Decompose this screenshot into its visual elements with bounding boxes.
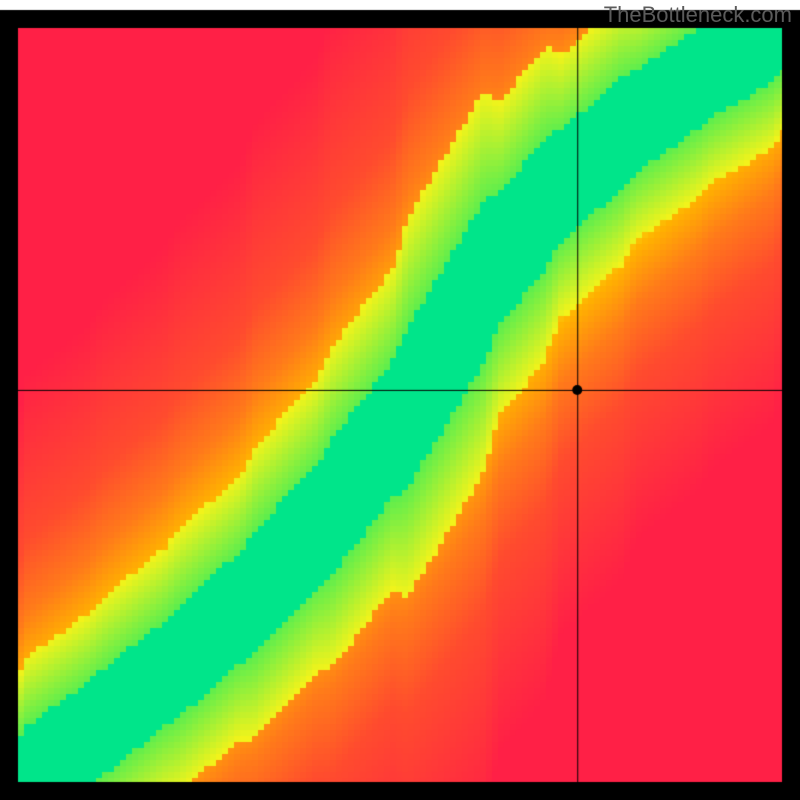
watermark-label: TheBottleneck.com [604,2,792,28]
heatmap-canvas [0,0,800,800]
chart-container: TheBottleneck.com [0,0,800,800]
